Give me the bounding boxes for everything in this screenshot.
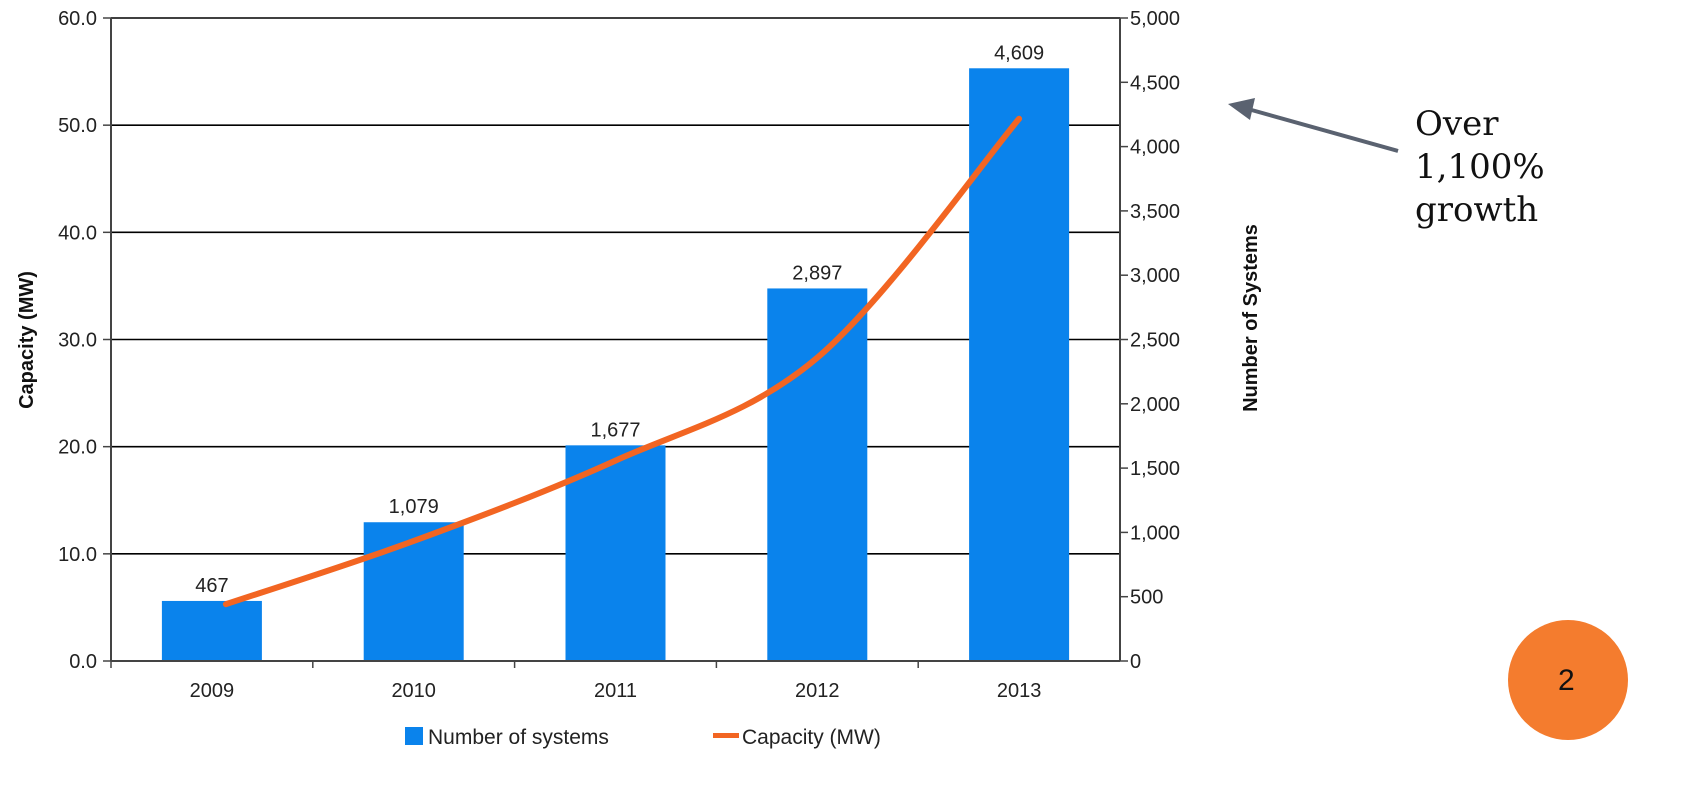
x-tick-label: 2010	[391, 680, 436, 702]
right-tick-label: 4,500	[1130, 72, 1180, 94]
legend-line-swatch	[713, 733, 739, 738]
x-tick-label: 2013	[997, 680, 1042, 702]
right-tick-label: 3,500	[1130, 201, 1180, 223]
left-axis-title: Capacity (MW)	[16, 271, 38, 409]
right-tick-label: 1,000	[1130, 522, 1180, 544]
bar-2011	[565, 445, 666, 661]
page-number: 2	[1558, 664, 1575, 697]
bar-2010	[363, 522, 464, 661]
right-tick-label: 1,500	[1130, 458, 1180, 480]
page-number-badge: 2	[1508, 620, 1628, 740]
right-tick-label: 2,000	[1130, 394, 1180, 416]
capacity-line-layer	[222, 115, 1023, 608]
bars	[161, 68, 1070, 662]
left-tick-label: 20.0	[58, 437, 97, 459]
x-tick-label: 2012	[795, 680, 840, 702]
bar-2009	[161, 600, 262, 661]
right-tick-label: 4,000	[1130, 137, 1180, 159]
x-tick-label: 2011	[594, 680, 637, 702]
bar-value-label: 467	[195, 575, 228, 597]
growth-annotation: Over 1,100% growth	[1415, 104, 1545, 230]
bar-value-labels: 467 1,079 1,677 2,897 4,609	[195, 42, 1044, 597]
legend-label-systems: Number of systems	[428, 726, 609, 749]
legend-label-capacity: Capacity (MW)	[742, 726, 881, 749]
bar-2013	[969, 68, 1070, 662]
right-axis-title: Number of Systems	[1240, 224, 1262, 412]
right-tick-label: 5,000	[1130, 8, 1180, 30]
callout-arrow	[1228, 98, 1399, 153]
left-tick-label: 10.0	[58, 544, 97, 566]
bar-value-label: 4,609	[994, 42, 1044, 64]
right-tick-label: 2,500	[1130, 330, 1180, 352]
arrow-head	[1228, 98, 1255, 120]
right-tick-label: 0	[1130, 651, 1141, 673]
left-tick-label: 60.0	[58, 8, 97, 30]
left-tick-label: 40.0	[58, 222, 97, 244]
right-tick-label: 500	[1130, 587, 1163, 609]
bar-value-label: 1,677	[590, 419, 640, 441]
right-tick-label: 3,000	[1130, 265, 1180, 287]
axes: 0.0 10.0 20.0 30.0 40.0 50.0 60.0 0 500 1,000 1,50…	[58, 8, 1180, 702]
bar-value-label: 1,079	[389, 496, 439, 518]
capacity-line	[222, 115, 1023, 608]
left-tick-label: 0.0	[69, 651, 97, 673]
arrow-shaft	[1247, 107, 1399, 153]
bar-value-label: 2,897	[792, 262, 842, 284]
legend: Number of systems Capacity (MW)	[405, 726, 881, 749]
legend-bar-swatch	[405, 727, 423, 745]
left-tick-label: 50.0	[58, 115, 97, 137]
x-tick-label: 2009	[190, 680, 235, 702]
bar-2012	[767, 288, 868, 661]
left-tick-label: 30.0	[58, 330, 97, 352]
